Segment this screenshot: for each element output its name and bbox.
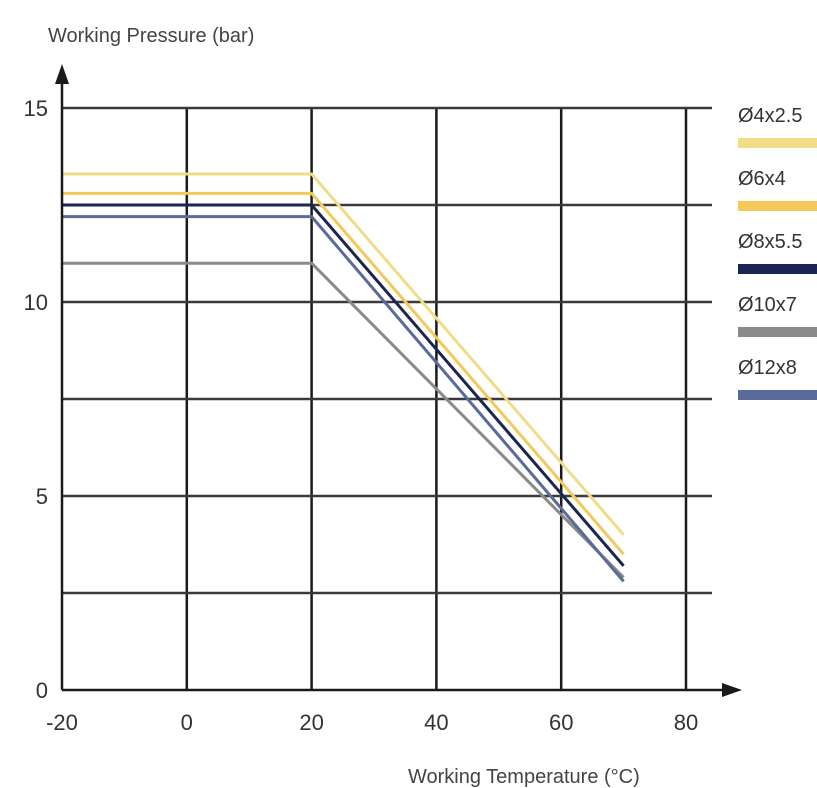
series-line-4 (62, 261, 625, 579)
x-tick-label: 0 (181, 710, 193, 735)
x-tick-label: 60 (549, 710, 573, 735)
x-tick-label: -20 (46, 710, 78, 735)
legend-swatch (738, 390, 817, 400)
series-lines (62, 172, 625, 583)
legend-label: Ø10x7 (738, 294, 797, 316)
legend-swatch (738, 138, 817, 148)
y-tick-label: 10 (24, 290, 48, 315)
legend-swatch (738, 201, 817, 211)
series-line-2 (62, 191, 625, 556)
y-axis-title: Working Pressure (bar) (48, 25, 254, 47)
legend-label: Ø6x4 (738, 168, 786, 190)
y-tick-label: 0 (36, 678, 48, 703)
x-tick-label: 80 (674, 710, 698, 735)
x-axis-arrow (722, 683, 742, 697)
legend: Ø4x2.5 Ø6x4 Ø8x5.5 Ø10x7 Ø12x8 (738, 105, 817, 400)
legend-swatch (738, 327, 817, 337)
tick-labels: -20 0 20 40 60 80 0 5 10 15 (24, 96, 699, 735)
x-tick-label: 20 (299, 710, 323, 735)
y-tick-label: 15 (24, 96, 48, 121)
legend-label: Ø12x8 (738, 357, 797, 379)
grid (62, 106, 712, 690)
y-axis-arrow (55, 64, 69, 84)
x-axis-title: Working Temperature (°C) (408, 766, 640, 788)
series-line-1 (62, 172, 625, 536)
legend-swatch (738, 264, 817, 274)
legend-label: Ø4x2.5 (738, 105, 802, 127)
x-tick-label: 40 (424, 710, 448, 735)
series-line-3 (62, 203, 625, 567)
legend-label: Ø8x5.5 (738, 231, 802, 253)
y-tick-label: 5 (36, 484, 48, 509)
series-line-5 (62, 215, 625, 583)
axes (55, 64, 742, 697)
